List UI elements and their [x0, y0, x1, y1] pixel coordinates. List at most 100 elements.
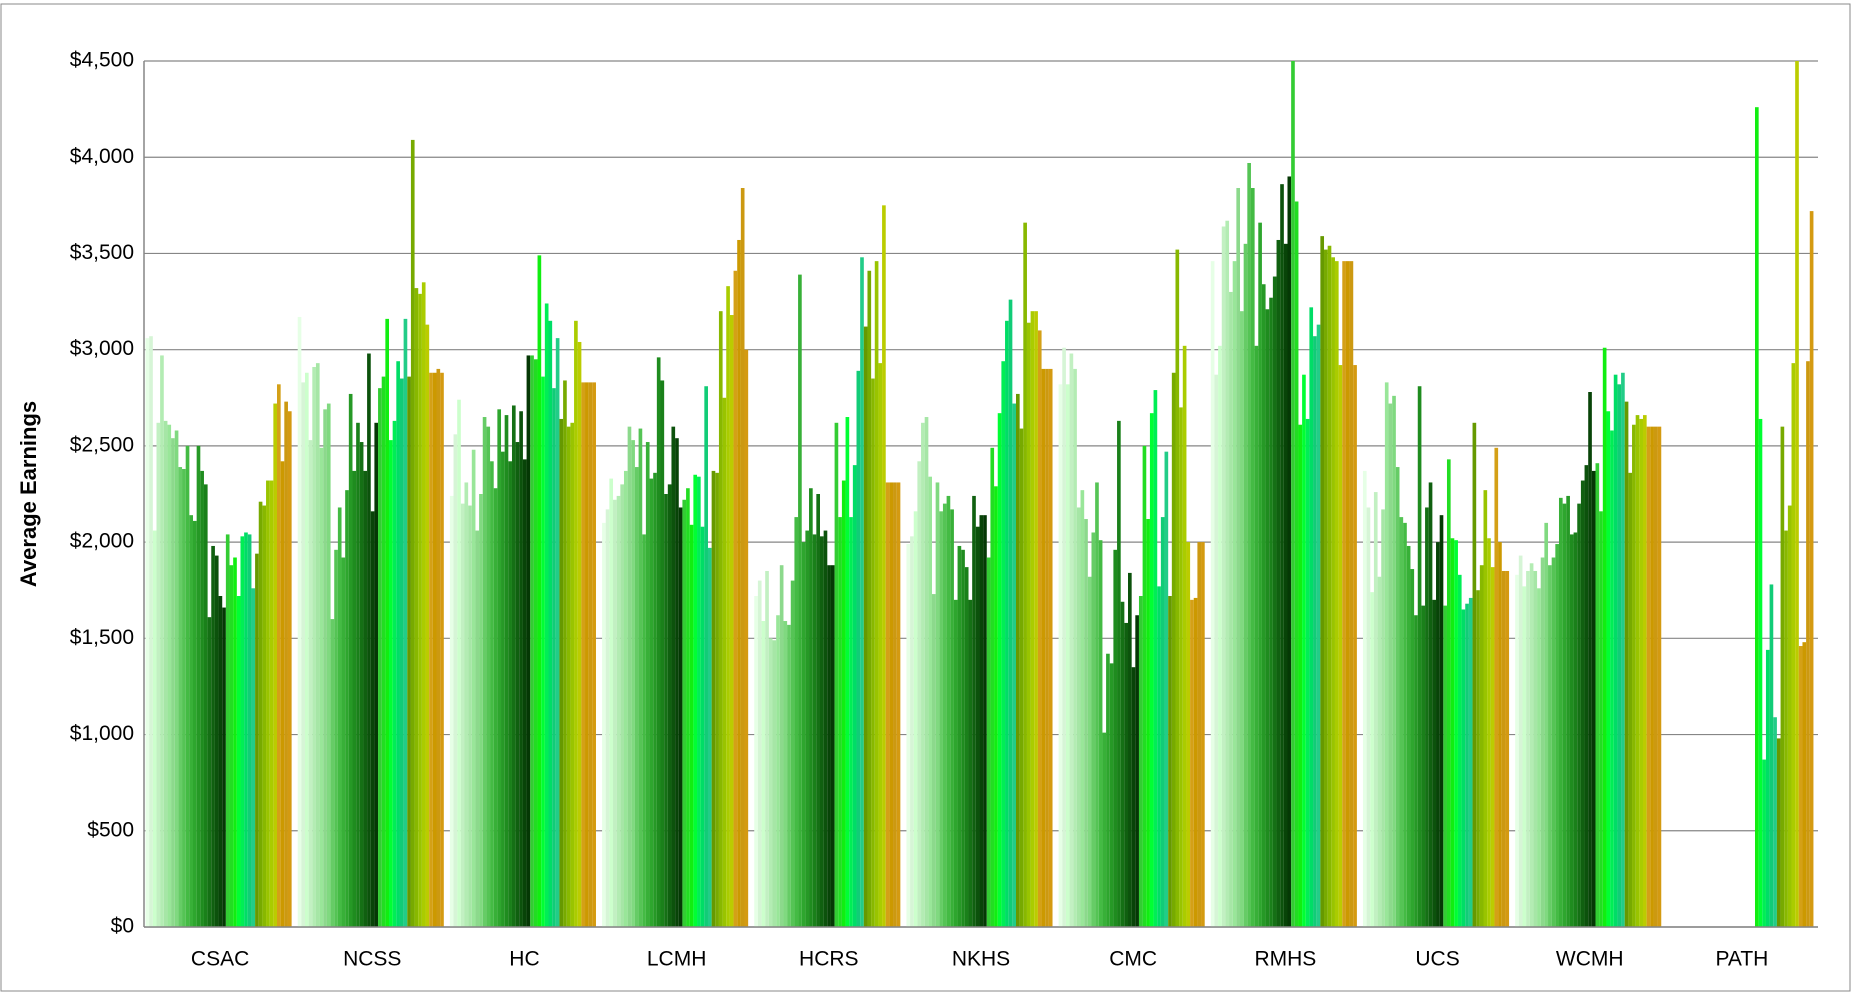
bar [1436, 542, 1440, 927]
bar [508, 461, 512, 927]
bar [280, 461, 285, 927]
bar [1001, 361, 1006, 927]
bar [247, 534, 252, 927]
bar [244, 532, 248, 927]
bar [251, 588, 256, 927]
bar [689, 524, 694, 927]
bar [526, 355, 531, 927]
bar [631, 440, 635, 927]
bar [1221, 226, 1226, 928]
bar [953, 599, 958, 927]
bar [1610, 430, 1614, 927]
bar [856, 370, 861, 927]
bar [1642, 415, 1647, 927]
bar [1602, 347, 1607, 928]
bar [1461, 609, 1466, 927]
bar [675, 438, 679, 927]
bar [1584, 465, 1589, 927]
bar [193, 520, 197, 927]
bar [145, 338, 150, 927]
y-tick-label: $4,000 [70, 145, 134, 168]
bar [1366, 507, 1371, 927]
bar [1646, 426, 1651, 927]
bar [1232, 261, 1237, 927]
bar [468, 505, 472, 927]
bar [266, 480, 270, 927]
bar [979, 515, 984, 927]
y-tick-label: $1,000 [70, 722, 134, 745]
bar [1298, 424, 1303, 927]
bar [656, 357, 661, 927]
bar [1483, 490, 1488, 927]
bar [1591, 470, 1596, 927]
bar [975, 526, 980, 927]
bar [1247, 162, 1251, 928]
bar [1179, 407, 1183, 927]
bar [849, 517, 853, 927]
bar [537, 255, 542, 927]
bar [1016, 393, 1020, 927]
bar [1080, 490, 1085, 927]
bar [429, 372, 433, 927]
bar [464, 482, 469, 927]
bar [1182, 345, 1187, 928]
bar [942, 503, 947, 927]
bar [541, 376, 545, 927]
bar [1505, 570, 1510, 927]
bar [403, 318, 408, 927]
bar [834, 422, 839, 927]
bar [475, 530, 480, 927]
bar [783, 621, 788, 927]
bar [1370, 592, 1374, 927]
bar [515, 442, 520, 927]
bar [1414, 615, 1418, 927]
bar [196, 445, 201, 927]
bar [957, 545, 962, 927]
bar [315, 363, 320, 927]
bar [671, 426, 676, 927]
bar [511, 405, 516, 927]
bar [1522, 586, 1527, 927]
bar [1533, 570, 1538, 927]
bar [841, 480, 846, 927]
bar [501, 451, 505, 927]
bar [768, 638, 773, 927]
y-axis-label: Average Earnings [16, 401, 41, 587]
bar [1138, 595, 1143, 927]
bar [1551, 557, 1556, 927]
bar [152, 530, 157, 927]
bar [990, 447, 995, 927]
bar [1087, 576, 1092, 927]
bar [453, 434, 458, 927]
bar [678, 507, 683, 927]
bar [273, 403, 278, 927]
bar [418, 293, 422, 927]
bar [258, 501, 263, 927]
bar [616, 495, 621, 927]
bar [1342, 261, 1346, 927]
bar [460, 503, 465, 927]
bar [1334, 261, 1339, 927]
bar [939, 511, 943, 927]
bar [1084, 519, 1088, 927]
bar [972, 495, 976, 927]
bar [1388, 403, 1393, 927]
bar [396, 361, 400, 927]
bar [178, 467, 183, 927]
bar [392, 420, 397, 927]
bar [1236, 188, 1241, 928]
y-tick-label: $0 [111, 915, 134, 938]
bar [1316, 324, 1321, 927]
bar [1065, 384, 1070, 928]
x-tick-label: HCRS [799, 948, 859, 971]
bar [638, 428, 643, 927]
bar [207, 617, 212, 927]
bar [964, 567, 969, 927]
bar [482, 417, 487, 927]
bar [1254, 345, 1259, 928]
bar [1515, 574, 1519, 927]
bar [605, 509, 610, 927]
bar [757, 580, 762, 927]
bar [1269, 297, 1273, 927]
x-tick-label: NCSS [343, 948, 401, 971]
